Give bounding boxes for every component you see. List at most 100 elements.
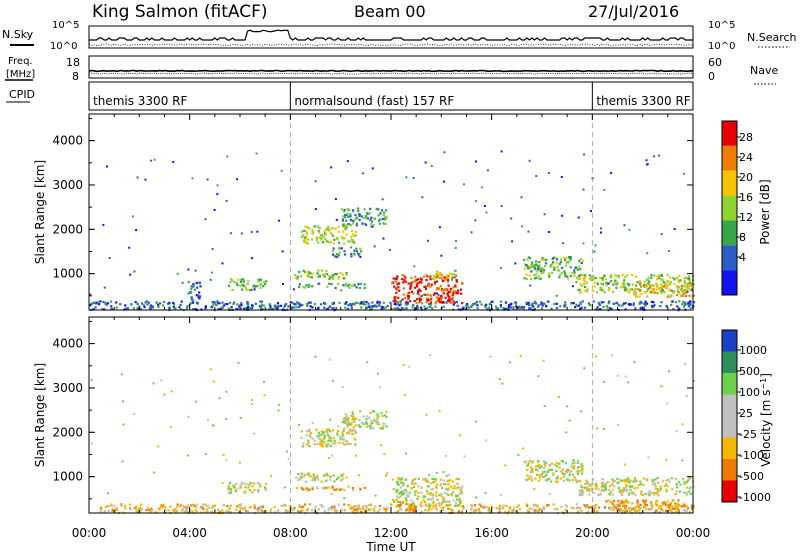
echo-cell [318,443,322,446]
echo-cell [648,280,651,283]
colorbar-swatch [722,220,737,246]
echo-cell [208,506,211,509]
echo-cell [404,280,407,283]
echo-cell [541,304,544,307]
echo-cell [621,479,624,482]
echo-cell [344,420,347,423]
echo-cell [446,500,449,503]
echo-cell [428,507,431,510]
echo-cell [338,247,341,250]
echo-cell-sparse [424,161,427,164]
echo-cell [109,300,112,303]
echo-cell [331,442,334,445]
echo-cell [308,275,311,278]
echo-cell-sparse [543,404,546,407]
echo-cell [538,261,541,264]
echo-cell [233,301,236,304]
echo-cell [614,279,617,282]
echo-cell [549,265,552,268]
echo-cell [529,257,532,260]
echo-cell [617,486,620,489]
echo-cell [354,438,357,441]
echo-cell [689,303,692,306]
echo-cell [172,509,175,512]
echo-cell-sparse [330,492,333,495]
echo-cell [524,267,527,270]
echo-cell [343,214,347,217]
echo-cell [441,306,444,309]
echo-cell [214,508,217,511]
echo-cell [631,273,634,277]
echo-cell [581,493,584,496]
echo-cell [602,301,605,304]
echo-cell [174,307,177,310]
echo-cell [307,238,310,241]
echo-cell-sparse [668,370,671,373]
echo-cell-sparse [470,231,473,234]
nsky-tick-top: 10^5 [52,20,79,31]
echo-cell [634,291,637,294]
echo-cell [660,283,663,286]
time-tick-label: 08:00 [273,526,308,540]
echo-cell [635,479,639,482]
echo-cell [92,301,95,304]
echo-cell [161,506,164,509]
echo-cell [683,480,686,483]
echo-cell [95,301,98,304]
echo-cell [515,301,518,304]
echo-cell [199,295,202,298]
echo-cell [687,477,690,480]
echo-cell [345,301,348,304]
echo-cell [434,503,437,506]
echo-cell [135,505,138,508]
echo-cell [643,506,646,509]
echo-cell [326,430,329,434]
echo-cell [304,488,307,491]
echo-cell [263,283,267,286]
echo-cell-sparse [437,294,440,296]
echo-cell-sparse [537,375,540,378]
echo-cell [123,505,126,508]
colorbar-swatch [722,351,737,373]
echo-cell [320,480,323,483]
echo-cell [536,504,539,507]
echo-cell [559,260,562,264]
echo-cell [435,280,438,283]
echo-cell [367,302,370,305]
echo-cell [610,279,613,283]
echo-cell [353,249,356,252]
echo-cell [540,270,543,273]
echo-cell [253,488,256,492]
echo-cell [651,305,654,308]
echo-cell [682,509,685,512]
echo-cell [373,217,376,220]
echo-cell [621,490,624,493]
echo-cell [182,505,185,508]
echo-cell [401,501,404,504]
echo-cell [603,485,606,488]
echo-cell [685,481,688,484]
echo-cell [355,250,359,253]
echo-cell [460,492,463,495]
echo-cell [344,302,348,305]
echo-cell [617,274,620,278]
echo-cell [667,294,670,297]
echo-cell [226,505,229,508]
echo-cell [686,507,690,510]
echo-cell [678,275,681,278]
echo-cell [420,505,423,508]
echo-cell [541,471,544,474]
echo-cell [534,509,537,512]
echo-cell [377,208,380,211]
echo-cell [575,303,578,306]
echo-cell [247,280,250,283]
echo-cell [447,284,450,287]
echo-cell [505,504,508,507]
echo-cell-sparse [256,230,259,233]
echo-cell [577,506,580,509]
echo-cell [384,218,387,221]
echo-cell [624,478,627,481]
echo-cell [344,306,347,309]
echo-cell [385,410,388,413]
echo-cell [195,282,198,285]
